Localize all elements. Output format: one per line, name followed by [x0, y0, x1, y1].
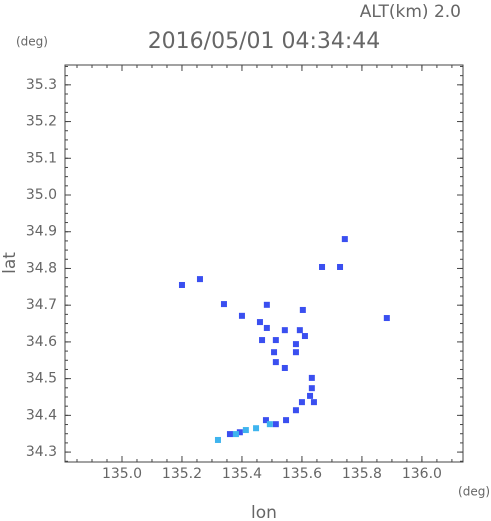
y-tick-label: 34.9: [26, 224, 57, 240]
echo-cell: [341, 236, 348, 243]
echo-cell: [256, 319, 263, 326]
x-tick-label: 135.6: [282, 466, 322, 482]
echo-cell: [178, 281, 185, 288]
echo-cell: [310, 399, 317, 406]
y-unit: (deg): [16, 35, 48, 49]
x-unit: (deg): [458, 485, 490, 499]
echo-cell: [337, 263, 344, 270]
echo-cell: [236, 429, 243, 436]
echo-cell: [296, 327, 303, 334]
echo-cell: [292, 349, 299, 356]
echo-cell: [266, 421, 273, 428]
x-tick-label: 135.8: [342, 466, 382, 482]
y-tick-label: 34.7: [26, 297, 57, 313]
y-tick-label: 34.4: [26, 407, 57, 423]
y-tick-label: 34.6: [26, 334, 57, 350]
echo-cell: [272, 359, 279, 366]
echo-cell: [263, 324, 270, 331]
echo-cell: [281, 327, 288, 334]
echo-cell: [281, 364, 288, 371]
y-tick-label: 34.8: [26, 260, 57, 276]
echo-cell: [253, 425, 260, 432]
echo-cell: [226, 431, 233, 438]
y-tick-label: 35.2: [26, 114, 57, 130]
x-tick-label: 135.2: [162, 466, 202, 482]
x-tick-label: 136.0: [402, 466, 442, 482]
x-tick-label: 135.4: [222, 466, 262, 482]
echo-cell: [242, 427, 249, 434]
x-axis-label: lon: [251, 503, 277, 521]
echo-cell: [308, 385, 315, 392]
altitude-label: ALT(km) 2.0: [360, 2, 461, 22]
echo-cell: [298, 399, 305, 406]
y-tick-label: 35.1: [26, 150, 57, 166]
plot-frame: [64, 64, 464, 463]
echo-cell: [292, 407, 299, 414]
echo-cell: [262, 417, 269, 424]
echo-cell: [272, 421, 279, 428]
echo-cell: [383, 315, 390, 322]
echo-cell: [196, 276, 203, 283]
echo-cell: [271, 349, 278, 356]
x-tick-label: 135.0: [102, 466, 142, 482]
y-tick-label: 35.0: [26, 187, 57, 203]
y-axis-label: lat: [0, 252, 20, 274]
echo-cell: [307, 392, 314, 399]
echo-cell: [232, 431, 239, 438]
chart-title: 2016/05/01 04:34:44: [148, 29, 381, 54]
echo-cell: [272, 337, 279, 344]
echo-cell: [263, 301, 270, 308]
echo-cell: [299, 306, 306, 313]
y-tick-label: 35.3: [26, 77, 57, 93]
y-tick-label: 34.3: [26, 444, 57, 460]
echo-cell: [301, 333, 308, 340]
echo-cell: [283, 417, 290, 424]
echo-cell: [259, 337, 266, 344]
echo-cell: [319, 263, 326, 270]
echo-cell: [292, 341, 299, 348]
echo-cell: [308, 374, 315, 381]
echo-cell: [214, 436, 221, 443]
y-tick-label: 34.5: [26, 371, 57, 387]
echo-cell: [220, 301, 227, 308]
echo-cell: [238, 312, 245, 319]
